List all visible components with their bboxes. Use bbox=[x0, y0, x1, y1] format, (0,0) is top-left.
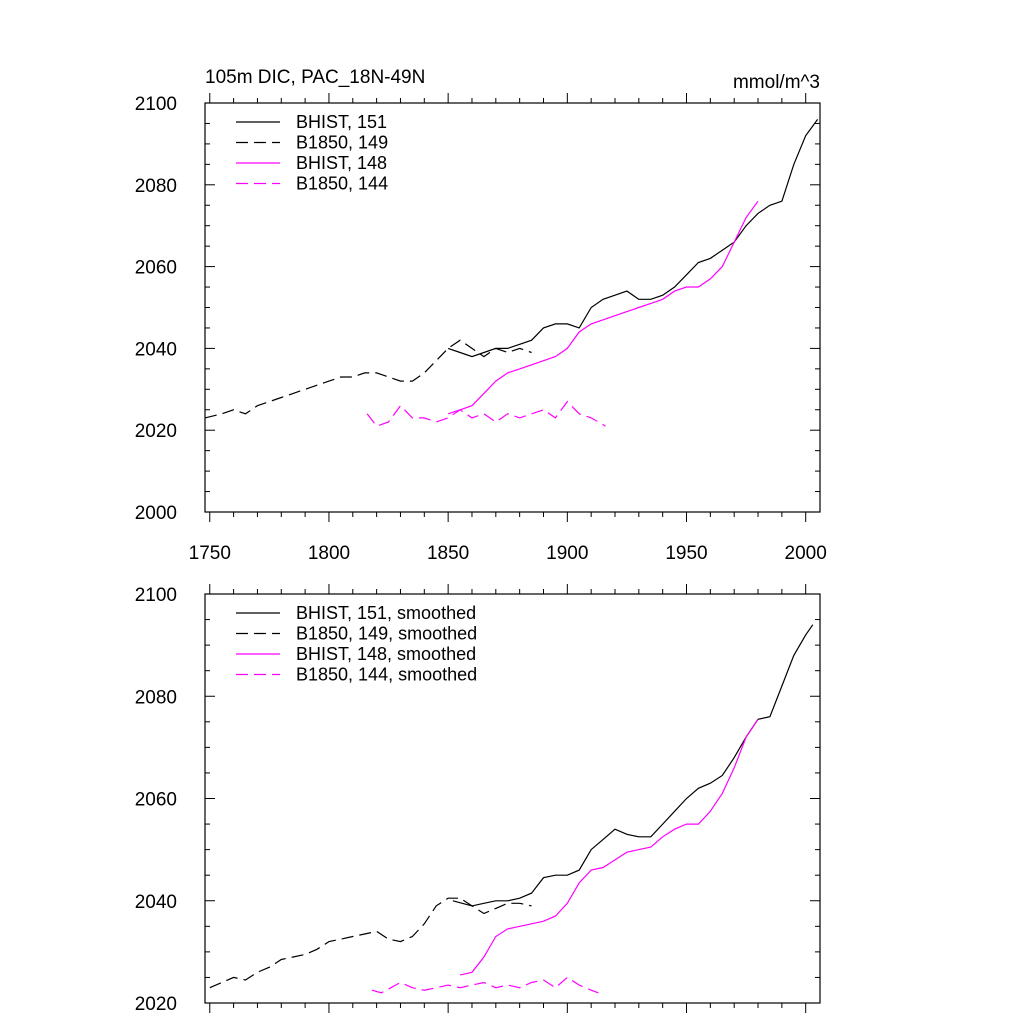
y-tick-label: 2020 bbox=[135, 994, 177, 1015]
legend-label: B1850, 144 bbox=[296, 174, 388, 194]
y-tick-label: 2060 bbox=[135, 258, 177, 279]
series-line bbox=[366, 400, 606, 427]
chart-title: 105m DIC, PAC_18N-49N bbox=[205, 67, 425, 88]
top-panel: 2000 2020 2040 2060 2080 2100 1750 1800 1850 1900… bbox=[135, 67, 827, 564]
x-tick-label: 1950 bbox=[665, 543, 707, 564]
x-tick-label: 1850 bbox=[427, 543, 469, 564]
series-line bbox=[204, 339, 532, 419]
y-tick-label: 2060 bbox=[135, 790, 177, 811]
y-tick-label: 2080 bbox=[135, 176, 177, 197]
x-tick-label: 2000 bbox=[785, 543, 827, 564]
y-tick-label: 2040 bbox=[135, 339, 177, 360]
y-tick-label: 2100 bbox=[135, 94, 177, 115]
series-line bbox=[209, 897, 532, 989]
legend-label: BHIST, 151 bbox=[296, 112, 387, 132]
y-tick-label: 2100 bbox=[135, 585, 177, 606]
legend-label: BHIST, 151, smoothed bbox=[296, 603, 476, 623]
units-label: mmol/m^3 bbox=[733, 72, 820, 93]
series-line bbox=[459, 718, 759, 976]
legend-label: B1850, 149 bbox=[296, 133, 388, 153]
series-line bbox=[371, 976, 599, 994]
bottom-panel: 2020 2040 2060 2080 2100 BHIST, 151, smoothed… bbox=[135, 584, 821, 1015]
x-tick-label: 1900 bbox=[546, 543, 588, 564]
x-tick-label: 1800 bbox=[308, 543, 350, 564]
legend-label: B1850, 149, smoothed bbox=[296, 624, 477, 644]
legend-label: B1850, 144, smoothed bbox=[296, 665, 477, 685]
x-tick-label: 1750 bbox=[189, 543, 231, 564]
legend-label: BHIST, 148, smoothed bbox=[296, 644, 476, 664]
series-line bbox=[452, 624, 814, 907]
y-tick-label: 2000 bbox=[135, 503, 177, 524]
series-line bbox=[447, 200, 759, 415]
legend-label: BHIST, 148 bbox=[296, 153, 387, 173]
y-tick-label: 2080 bbox=[135, 687, 177, 708]
y-tick-label: 2020 bbox=[135, 421, 177, 442]
y-tick-label: 2040 bbox=[135, 892, 177, 913]
series-line bbox=[447, 119, 819, 358]
